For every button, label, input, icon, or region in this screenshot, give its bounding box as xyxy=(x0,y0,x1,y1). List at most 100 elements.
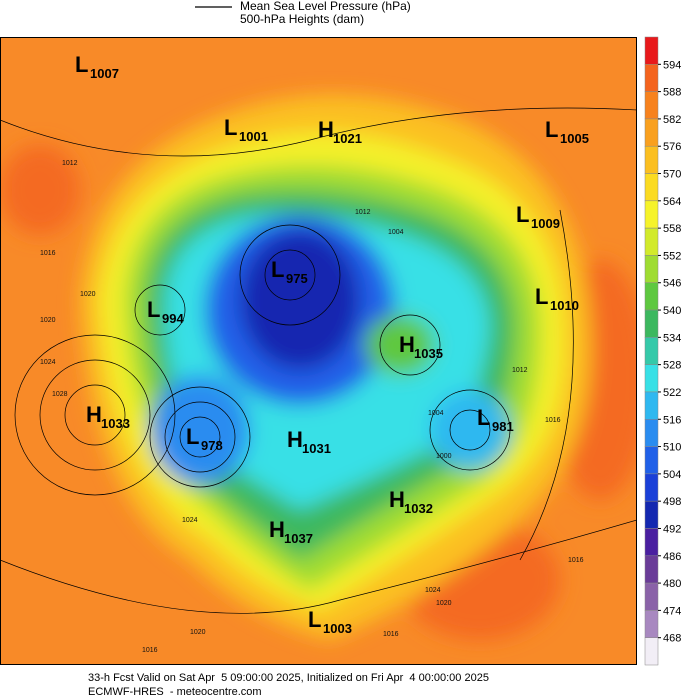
colorbar-label: 576 xyxy=(663,141,681,153)
isobar-label: 1016 xyxy=(142,647,158,654)
center-value: 1003 xyxy=(323,621,352,636)
center-letter: L xyxy=(516,202,529,227)
colorbar-swatch xyxy=(644,610,659,638)
colorbar-swatch xyxy=(644,391,659,420)
center-value: 1021 xyxy=(333,131,362,146)
center-value: 994 xyxy=(162,311,184,326)
center-letter: L xyxy=(545,117,558,142)
colorbar-label: 522 xyxy=(663,387,681,399)
center-letter: H xyxy=(287,427,303,452)
center-value: 1009 xyxy=(531,216,560,231)
colorbar-label: 594 xyxy=(663,59,681,71)
center-value: 978 xyxy=(201,438,223,453)
center-value: 1001 xyxy=(239,129,268,144)
center-value: 1033 xyxy=(101,416,130,431)
center-value: 1032 xyxy=(404,501,433,516)
isobar-label: 1020 xyxy=(190,629,206,636)
colorbar-label: 558 xyxy=(663,223,681,235)
center-value: 975 xyxy=(286,271,308,286)
center-letter: L xyxy=(308,607,321,632)
isobar-label: 1016 xyxy=(383,631,399,638)
colorbar-swatch xyxy=(644,473,659,502)
colorbar-swatch xyxy=(644,173,659,202)
legend-text: 500-hPa Heights (dam) xyxy=(240,12,364,26)
isobar-label: 1016 xyxy=(568,557,584,564)
colorbar-swatch xyxy=(644,637,659,666)
isobar-label: 1016 xyxy=(545,417,561,424)
colorbar-swatch xyxy=(644,36,659,65)
isobar-label: 1020 xyxy=(80,291,96,298)
isobar-label: 1004 xyxy=(388,229,404,236)
colorbar-label: 534 xyxy=(663,332,681,344)
colorbar-swatch xyxy=(644,200,659,229)
isobar-label: 1024 xyxy=(425,587,441,594)
colorbar-label: 498 xyxy=(663,496,681,508)
colorbar-swatch xyxy=(644,227,659,256)
colorbar-swatch xyxy=(644,419,659,447)
isobar-label: 1024 xyxy=(182,517,198,524)
colorbar-label: 570 xyxy=(663,169,681,181)
colorbar-swatch xyxy=(644,282,659,311)
center-letter: H xyxy=(399,332,415,357)
colorbar-swatch xyxy=(644,582,659,611)
colorbar-label: 492 xyxy=(663,523,681,535)
colorbar-swatch xyxy=(644,118,659,147)
isobar-label: 1028 xyxy=(52,391,68,398)
colorbar-swatch xyxy=(644,446,659,475)
colorbar-label: 546 xyxy=(663,278,681,290)
legend-text: Mean Sea Level Pressure (hPa) xyxy=(240,0,411,13)
colorbar-label: 588 xyxy=(663,87,681,99)
center-value: 1037 xyxy=(284,531,313,546)
footer-text: ECMWF-HRES - meteocentre.com xyxy=(88,686,262,698)
colorbar-label: 480 xyxy=(663,578,681,590)
colorbar-label: 510 xyxy=(663,442,681,454)
center-value: 1007 xyxy=(90,66,119,81)
center-letter: L xyxy=(75,52,88,77)
colorbar-label: 528 xyxy=(663,360,681,372)
colorbar-label: 474 xyxy=(663,605,681,617)
colorbar-swatch xyxy=(644,528,659,557)
colorbar-swatch xyxy=(644,309,659,338)
center-value: 1035 xyxy=(414,346,443,361)
center-letter: L xyxy=(224,115,237,140)
isobar-label: 1012 xyxy=(512,367,528,374)
colorbar-label: 486 xyxy=(663,551,681,563)
colorbar-swatch xyxy=(644,364,659,393)
isobar-label: 1000 xyxy=(436,453,452,460)
colorbar-label: 582 xyxy=(663,114,681,126)
center-letter: H xyxy=(318,117,334,142)
center-letter: L xyxy=(535,284,548,309)
center-value: 1031 xyxy=(302,441,331,456)
colorbar-swatch xyxy=(644,145,659,174)
colorbar-label: 504 xyxy=(663,469,681,481)
center-letter: L xyxy=(271,257,284,282)
center-value: 1005 xyxy=(560,131,589,146)
colorbar-swatch xyxy=(644,91,659,120)
center-letter: L xyxy=(477,405,490,430)
colorbar-label: 540 xyxy=(663,305,681,317)
isobar-label: 1012 xyxy=(62,160,78,167)
isobar-label: 1012 xyxy=(355,209,371,216)
center-letter: H xyxy=(389,487,405,512)
center-letter: L xyxy=(147,297,160,322)
colorbar-swatch xyxy=(644,255,659,283)
colorbar-swatch xyxy=(644,64,659,92)
center-letter: H xyxy=(269,517,285,542)
isobar-label: 1004 xyxy=(428,410,444,417)
colorbar-label: 516 xyxy=(663,414,681,426)
center-letter: L xyxy=(186,424,199,449)
colorbar-swatch xyxy=(644,500,659,529)
isobar-label: 1020 xyxy=(40,317,56,324)
colorbar-label: 552 xyxy=(663,250,681,262)
center-value: 1010 xyxy=(550,298,579,313)
footer-text: 33-h Fcst Valid on Sat Apr 5 09:00:00 20… xyxy=(88,672,489,684)
map xyxy=(0,37,637,665)
isobar-label: 1020 xyxy=(436,600,452,607)
colorbar-swatch xyxy=(644,337,659,365)
isobar-label: 1024 xyxy=(40,359,56,366)
isobar-label: 1016 xyxy=(40,250,56,257)
center-letter: H xyxy=(86,402,102,427)
colorbar-label: 468 xyxy=(663,633,681,645)
center-value: 981 xyxy=(492,419,514,434)
